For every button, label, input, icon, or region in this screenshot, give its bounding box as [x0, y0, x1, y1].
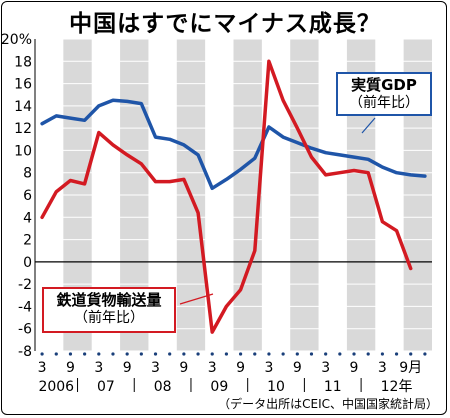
gdp-line: [40, 98, 427, 191]
source-note: （データ出所はCEIC、中国国家統計局）: [218, 397, 438, 411]
quarter-marker: [139, 352, 143, 356]
x-month-label: 9: [179, 360, 188, 376]
rail-label-leader: [179, 293, 214, 305]
quarter-marker: [338, 352, 342, 356]
axis-lines: [34, 39, 432, 351]
y-tick-label: 4: [23, 210, 32, 226]
x-month-label: 9: [123, 360, 132, 376]
quarter-marker: [153, 352, 158, 356]
series-lines: [40, 59, 427, 334]
quarter-marker: [380, 352, 384, 356]
quarter-marker: [111, 352, 115, 356]
gdp-series-name: 実質GDP: [351, 76, 417, 94]
x-year-label: 07: [97, 379, 115, 395]
x-year-label: 10: [267, 379, 285, 395]
x-month-label: 9: [66, 360, 75, 376]
quarter-marker: [182, 352, 186, 356]
x-month-label: 3: [208, 360, 217, 376]
y-tick-label: 20%: [1, 32, 32, 48]
x-year-label: 2006: [38, 379, 74, 395]
x-month-label: 9: [236, 360, 245, 376]
rail-series-name: 鉄道貨物輸送量: [56, 291, 162, 309]
x-year-label: 11: [324, 379, 342, 395]
quarter-marker: [196, 352, 200, 356]
x-month-label: 3: [321, 360, 330, 376]
quarter-marker: [125, 352, 129, 356]
quarter-marker: [40, 352, 44, 356]
quarter-marker: [394, 352, 399, 356]
quarter-marker: [253, 352, 257, 356]
y-tick-labels: 20% 18 16 14 12 10 8 6 4 2 0 -2 -4 -6 -8: [1, 32, 32, 360]
x-month-label: 9: [350, 360, 359, 376]
gdp-series-subtitle: （前年比）: [349, 95, 419, 111]
x-year-label: 09: [210, 379, 228, 395]
y-tick-label: 10: [14, 143, 32, 159]
gdp-series-label: 実質GDP （前年比）: [336, 72, 432, 116]
quarter-marker: [423, 352, 427, 356]
quarter-marker: [238, 352, 243, 356]
y-tick-label: -6: [18, 322, 32, 338]
x-month-label: 3: [38, 360, 47, 376]
x-tick-labels: 3 9 3 9 3 9 3 9 3 9 3 9 3 9月 2006 07 08 09 10 11 12年: [38, 352, 427, 395]
y-tick-label: 16: [14, 77, 32, 93]
x-month-label: 3: [264, 360, 273, 376]
quarter-marker: [324, 352, 328, 356]
rail-series-subtitle: （前年比）: [74, 310, 144, 326]
quarter-marker: [83, 352, 87, 356]
quarter-marker: [224, 352, 229, 356]
y-tick-label: -2: [18, 277, 32, 293]
rail-series-label: 鉄道貨物輸送量 （前年比）: [42, 287, 176, 333]
y-tick-label: -8: [18, 344, 32, 360]
gdp-label-leader: [361, 117, 376, 134]
quarter-marker: [54, 352, 58, 356]
y-tick-label: -4: [18, 299, 32, 315]
y-tick-label: 0: [23, 255, 32, 271]
x-year-label: 12年: [381, 379, 413, 395]
chart-title: 中国はすでにマイナス成長？: [69, 11, 381, 37]
x-year-label: 08: [154, 379, 172, 395]
y-tick-label: 8: [23, 166, 32, 182]
quarter-marker: [267, 352, 271, 356]
y-tick-label: 2: [23, 233, 32, 249]
rail-freight-line: [40, 59, 413, 334]
y-tick-label: 12: [14, 121, 32, 137]
y-tick-label: 18: [14, 54, 32, 70]
x-month-label: 9月: [399, 360, 422, 376]
quarter-marker: [210, 352, 214, 356]
x-month-label: 9: [293, 360, 302, 376]
quarter-marker: [309, 352, 314, 356]
x-month-label: 3: [378, 360, 387, 376]
y-tick-label: 6: [23, 188, 32, 204]
label-leaders: [179, 117, 376, 305]
quarter-marker: [97, 352, 101, 356]
x-month-label: 3: [94, 360, 103, 376]
x-month-label: 3: [151, 360, 160, 376]
quarter-marker: [409, 352, 413, 356]
quarter-marker: [168, 352, 172, 356]
y-tick-label: 14: [14, 99, 32, 115]
quarter-marker: [281, 352, 285, 356]
quarter-marker: [352, 352, 356, 356]
quarter-marker: [68, 352, 73, 356]
quarter-marker: [295, 352, 299, 356]
quarter-marker: [366, 352, 370, 356]
